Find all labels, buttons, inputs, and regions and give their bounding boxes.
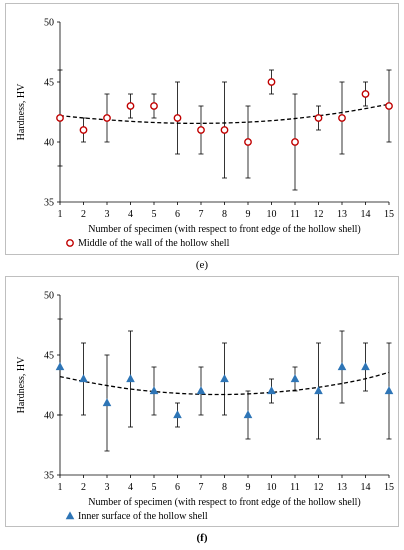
chart-1-y-tick-label: 50 — [44, 291, 54, 302]
chart-0-data-point — [79, 126, 88, 134]
chart-1-x-tick-label: 4 — [128, 482, 133, 493]
chart-1-x-tick-label: 13 — [337, 482, 347, 493]
chart-0-x-tick-label: 4 — [128, 209, 133, 220]
chart-1-x-tick-label: 9 — [246, 482, 251, 493]
chart-0-data-point — [103, 114, 111, 122]
chart-0-trend-line — [59, 103, 390, 125]
chart-1-x-tick-label: 5 — [152, 482, 157, 493]
chart-1-y-tick-label: 40 — [44, 411, 54, 422]
chart-1-data-point — [220, 374, 229, 383]
chart-0-legend-label: Middle of the wall of the hollow shell — [78, 238, 230, 249]
chart-panel-f: 35 40 45 50 1 2 3 4 5 6 7 8 9 10 11 12 13 14 15 Number of s… — [5, 276, 399, 527]
chart-1-x-tick-label: 6 — [175, 482, 180, 493]
chart-1-data-point — [337, 362, 347, 371]
panel-label-f: (f) — [196, 532, 208, 544]
chart-1-x-tick-label: 3 — [105, 482, 110, 493]
chart-1-y-axis-label: Hardness, HV — [16, 356, 27, 413]
chart-1-data-point — [384, 386, 394, 395]
chart-1-x-tick-label: 7 — [199, 482, 204, 493]
chart-0-x-tick-label: 5 — [152, 209, 157, 220]
chart-1-y-tick-label: 35 — [44, 471, 54, 482]
chart-1-data-point — [126, 374, 135, 383]
chart-1-data-point — [267, 386, 276, 395]
chart-1-data-point — [79, 374, 88, 383]
chart-1-x-axis-label: Number of specimen (with respect to fron… — [88, 497, 360, 508]
chart-panel-e: 35 40 45 50 1 2 3 4 5 6 7 8 9 10 11 12 13 14 15 Number of s… — [5, 3, 399, 255]
chart-0-x-tick-label: 10 — [267, 209, 277, 220]
chart-1-data-point — [290, 374, 300, 383]
chart-0-x-tick-label: 3 — [105, 209, 110, 220]
chart-1-x-tick-label: 12 — [314, 482, 324, 493]
chart-1-data-point — [196, 386, 206, 395]
chart-1-data-point — [314, 386, 323, 395]
chart-1-data-point — [361, 362, 370, 371]
chart-1-x-tick-label: 10 — [267, 482, 277, 493]
chart-1-x-tick-label: 1 — [58, 482, 63, 493]
chart-0-data-point — [56, 114, 64, 122]
chart-0-data-point — [244, 138, 252, 146]
chart-1-data-point — [173, 410, 182, 419]
chart-0-x-tick-label: 9 — [246, 209, 251, 220]
chart-0-x-tick-label: 8 — [222, 209, 227, 220]
chart-0-legend-marker — [66, 239, 74, 247]
chart-1-legend-label: Inner surface of the hollow shell — [78, 511, 208, 522]
chart-0-x-tick-label: 6 — [175, 209, 180, 220]
chart-1-y-tick-label: 45 — [44, 351, 54, 362]
panel-label-e: (e) — [195, 259, 209, 271]
chart-0-data-point — [314, 114, 323, 122]
chart-1-x-tick-label: 8 — [222, 482, 227, 493]
chart-0-y-axis-label: Hardness, HV — [16, 83, 27, 140]
chart-1-x-tick-label: 11 — [290, 482, 300, 493]
chart-1-trend-line — [59, 371, 390, 396]
chart-0-x-tick-label: 12 — [314, 209, 324, 220]
chart-0-x-tick-label: 14 — [361, 209, 371, 220]
chart-0-y-tick-label: 40 — [44, 138, 54, 149]
chart-0-data-point — [291, 138, 299, 146]
chart-1-x-tick-label: 2 — [81, 482, 86, 493]
chart-1-x-tick-label: 14 — [361, 482, 371, 493]
chart-0-data-point — [361, 90, 370, 98]
chart-1-x-tick-label: 15 — [384, 482, 394, 493]
chart-1-data-point — [243, 410, 253, 419]
chart-0-x-axis-label: Number of specimen (with respect to fron… — [88, 224, 360, 235]
chart-0-y-tick-label: 50 — [44, 18, 54, 29]
chart-0-x-tick-label: 1 — [58, 209, 63, 220]
chart-0-data-point — [173, 114, 182, 122]
chart-0-x-tick-label: 13 — [337, 209, 347, 220]
chart-0-data-point — [267, 78, 276, 86]
chart-0-y-tick-label: 35 — [44, 198, 54, 209]
chart-1-legend-marker — [65, 511, 75, 520]
chart-0-data-point — [385, 102, 393, 110]
chart-1-data-point — [149, 386, 159, 395]
chart-0-x-tick-label: 2 — [81, 209, 86, 220]
chart-0-x-tick-label: 7 — [199, 209, 204, 220]
chart-0-data-point — [126, 102, 135, 110]
chart-1-data-point — [102, 398, 112, 407]
chart-0-data-point — [338, 114, 346, 122]
chart-0-data-point — [150, 102, 158, 110]
chart-0-data-point — [197, 126, 205, 134]
chart-0-data-point — [220, 126, 229, 134]
chart-1-data-point — [55, 362, 65, 371]
chart-0-y-tick-label: 45 — [44, 78, 54, 89]
chart-0-x-tick-label: 11 — [290, 209, 300, 220]
chart-0-x-tick-label: 15 — [384, 209, 394, 220]
